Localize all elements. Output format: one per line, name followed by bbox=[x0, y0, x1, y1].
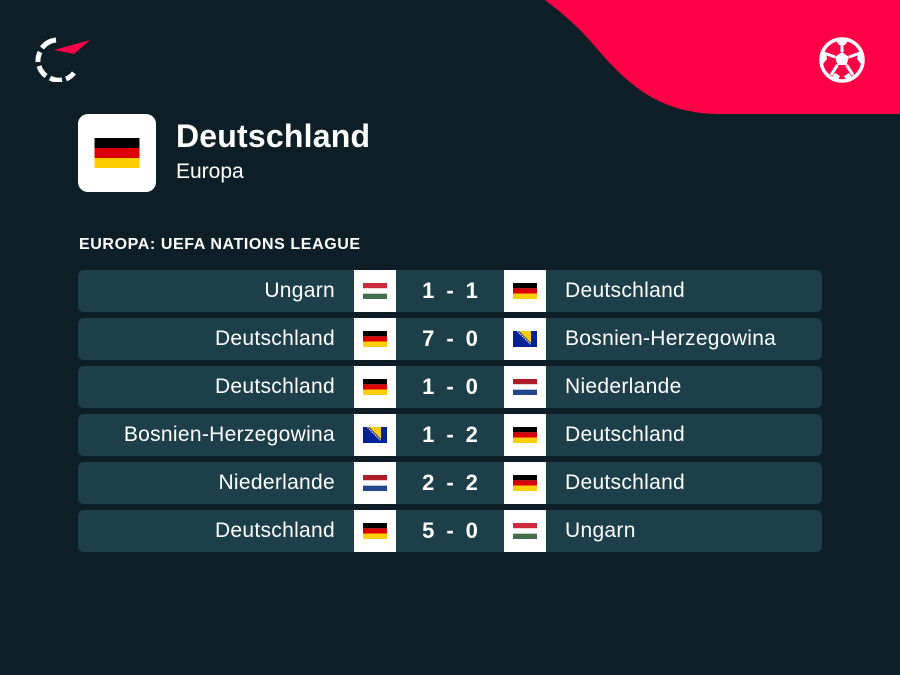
score-separator: - bbox=[446, 326, 454, 351]
home-score: 7 bbox=[422, 326, 435, 351]
away-flag bbox=[504, 414, 546, 456]
germany-flag-icon bbox=[513, 475, 537, 491]
germany-flag-icon bbox=[363, 523, 387, 539]
home-team: Ungarn bbox=[264, 279, 335, 302]
home-flag bbox=[354, 510, 396, 552]
home-score: 5 bbox=[422, 518, 435, 543]
away-team: Ungarn bbox=[565, 519, 636, 542]
team-name: Deutschland bbox=[176, 118, 371, 154]
home-score: 1 bbox=[422, 278, 435, 303]
match-row[interactable]: Bosnien-Herzegowina 1-2 Deutschland bbox=[78, 414, 822, 456]
score-separator: - bbox=[446, 374, 454, 399]
hungary-flag-icon bbox=[513, 523, 537, 539]
score: 5-0 bbox=[396, 510, 504, 552]
home-team: Deutschland bbox=[214, 375, 335, 398]
football-icon[interactable] bbox=[818, 36, 866, 84]
away-team: Bosnien-Herzegowina bbox=[565, 327, 777, 350]
away-flag bbox=[504, 270, 546, 312]
germany-flag-icon bbox=[513, 283, 537, 299]
home-team: Niederlande bbox=[218, 471, 335, 494]
home-flag bbox=[354, 270, 396, 312]
home-team: Deutschland bbox=[214, 519, 335, 542]
away-score: 0 bbox=[465, 326, 478, 351]
bosnia-herzegovina-flag-icon bbox=[363, 427, 387, 443]
away-score: 1 bbox=[465, 278, 478, 303]
home-flag bbox=[354, 462, 396, 504]
away-flag bbox=[504, 366, 546, 408]
away-score: 2 bbox=[465, 422, 478, 447]
header-accent-shape bbox=[545, 0, 900, 114]
score-separator: - bbox=[446, 278, 454, 303]
germany-flag-icon bbox=[363, 379, 387, 395]
netherlands-flag-icon bbox=[513, 379, 537, 395]
hungary-flag-icon bbox=[363, 283, 387, 299]
away-team: Deutschland bbox=[565, 279, 686, 302]
match-row[interactable]: Deutschland 7-0 Bosnien-Herzegowina bbox=[78, 318, 822, 360]
home-flag bbox=[354, 366, 396, 408]
match-list: Ungarn 1-1 Deutschland Deutschland 7-0 bbox=[78, 270, 822, 558]
home-score: 1 bbox=[422, 374, 435, 399]
home-flag bbox=[354, 414, 396, 456]
match-row[interactable]: Ungarn 1-1 Deutschland bbox=[78, 270, 822, 312]
score: 7-0 bbox=[396, 318, 504, 360]
team-flag-badge bbox=[78, 114, 156, 192]
competition-label: EUROPA: UEFA NATIONS LEAGUE bbox=[79, 236, 361, 253]
match-row[interactable]: Niederlande 2-2 Deutschland bbox=[78, 462, 822, 504]
away-flag bbox=[504, 510, 546, 552]
germany-flag-icon bbox=[363, 331, 387, 347]
away-score: 2 bbox=[465, 470, 478, 495]
score: 1-0 bbox=[396, 366, 504, 408]
home-score: 2 bbox=[422, 470, 435, 495]
flashscore-logo-icon bbox=[35, 37, 90, 82]
away-team: Niederlande bbox=[565, 375, 682, 398]
score-separator: - bbox=[446, 422, 454, 447]
home-team: Bosnien-Herzegowina bbox=[123, 423, 335, 446]
away-team: Deutschland bbox=[565, 471, 686, 494]
home-team: Deutschland bbox=[214, 327, 335, 350]
germany-flag-icon bbox=[94, 138, 140, 168]
home-flag bbox=[354, 318, 396, 360]
away-score: 0 bbox=[465, 374, 478, 399]
away-score: 0 bbox=[465, 518, 478, 543]
netherlands-flag-icon bbox=[363, 475, 387, 491]
bosnia-herzegovina-flag-icon bbox=[513, 331, 537, 347]
team-region: Europa bbox=[176, 160, 244, 183]
score-separator: - bbox=[446, 518, 454, 543]
score-separator: - bbox=[446, 470, 454, 495]
match-row[interactable]: Deutschland 5-0 Ungarn bbox=[78, 510, 822, 552]
match-row[interactable]: Deutschland 1-0 Niederlande bbox=[78, 366, 822, 408]
away-flag bbox=[504, 318, 546, 360]
home-score: 1 bbox=[422, 422, 435, 447]
score: 1-1 bbox=[396, 270, 504, 312]
away-flag bbox=[504, 462, 546, 504]
score: 1-2 bbox=[396, 414, 504, 456]
score: 2-2 bbox=[396, 462, 504, 504]
away-team: Deutschland bbox=[565, 423, 686, 446]
germany-flag-icon bbox=[513, 427, 537, 443]
